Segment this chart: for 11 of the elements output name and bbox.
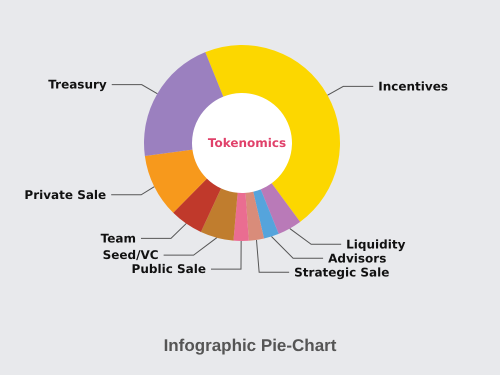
slice-label: Strategic Sale: [294, 265, 390, 280]
slice-label: Treasury: [48, 78, 107, 92]
text: Infographic Pie-Chart: [164, 336, 337, 355]
slice-label: Private Sale: [24, 188, 106, 202]
slice-label: Incentives: [378, 79, 448, 94]
slice-label: Team: [100, 231, 136, 246]
text: Tokenomics: [208, 136, 286, 150]
slice-label: Seed/VC: [102, 248, 159, 262]
slice-label: Liquidity: [346, 237, 406, 252]
slice-label: Advisors: [328, 251, 386, 266]
slice-label: Public Sale: [132, 262, 206, 276]
